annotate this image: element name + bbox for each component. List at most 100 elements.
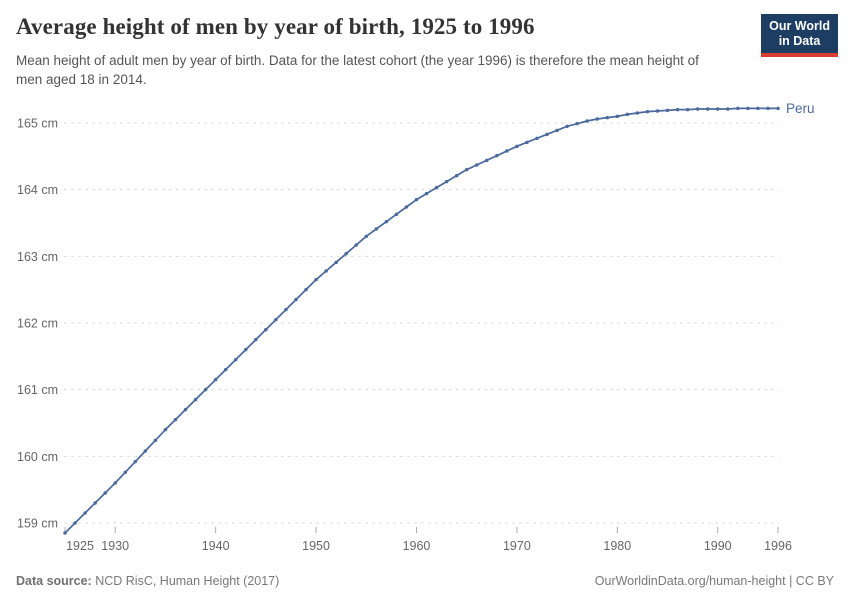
x-tick-label: 1960 [403,539,431,553]
data-point[interactable] [133,459,138,464]
data-point[interactable] [193,397,198,402]
data-point[interactable] [244,347,248,352]
series-line-peru[interactable] [64,107,779,534]
data-point[interactable] [746,106,750,111]
page-title: Average height of men by year of birth, … [16,14,535,39]
y-tick-label: 160 cm [17,450,58,464]
data-point[interactable] [294,297,298,302]
data-point[interactable] [334,260,338,265]
data-point[interactable] [264,327,268,332]
data-point[interactable] [213,377,218,382]
owid-logo[interactable]: Our World in Data [761,14,838,57]
data-point[interactable] [314,277,318,282]
data-point[interactable] [324,269,328,273]
x-tick-label: 1970 [503,539,531,553]
data-point[interactable] [163,427,168,432]
data-point[interactable] [535,136,539,141]
x-tick-label: 1950 [302,539,330,553]
data-point[interactable] [464,167,469,172]
data-point[interactable] [93,501,97,505]
data-point[interactable] [585,119,589,123]
data-point[interactable] [344,251,348,256]
data-point[interactable] [495,153,499,158]
data-point[interactable] [83,511,87,515]
data-point[interactable] [434,185,439,190]
data-point[interactable] [113,481,117,485]
data-point[interactable] [605,115,610,120]
data-point[interactable] [515,144,519,149]
data-point[interactable] [766,106,770,111]
data-point[interactable] [123,470,128,475]
series-label[interactable]: Peru [786,101,815,116]
data-point[interactable] [665,108,670,113]
data-point[interactable] [555,128,559,133]
data-point[interactable] [284,307,288,312]
data-point[interactable] [183,407,188,412]
y-tick-label: 159 cm [17,517,58,531]
data-point[interactable] [595,117,599,121]
data-point[interactable] [153,438,158,443]
data-point[interactable] [695,107,700,111]
data-point[interactable] [143,449,148,453]
data-point[interactable] [525,140,529,145]
data-source: Data source: NCD RisC, Human Height (201… [16,574,279,588]
data-point[interactable] [635,111,640,115]
data-point[interactable] [63,531,67,535]
data-point[interactable] [173,417,178,422]
data-point[interactable] [505,149,509,153]
x-tick-label: 1990 [704,539,732,553]
data-point[interactable] [73,521,77,525]
y-tick-label: 162 cm [17,317,58,331]
owid-logo-line2: in Data [778,34,821,48]
data-point[interactable] [424,191,429,196]
data-point[interactable] [354,243,358,247]
data-point[interactable] [364,234,369,239]
data-point[interactable] [274,317,278,322]
data-point[interactable] [374,227,379,231]
y-tick-label: 161 cm [17,383,58,397]
data-point[interactable] [474,163,479,167]
chart-subtitle: Mean height of adult men by year of birt… [16,53,699,87]
y-tick-label: 165 cm [17,117,58,131]
data-point[interactable] [675,107,680,112]
data-point[interactable] [736,106,740,111]
data-source-text: NCD RisC, Human Height (2017) [91,574,280,588]
license-link[interactable]: OurWorldinData.org/human-height | CC BY [594,574,834,588]
data-point[interactable] [454,173,459,178]
data-point[interactable] [485,158,489,163]
data-point[interactable] [103,491,107,495]
data-point[interactable] [545,132,549,137]
data-point[interactable] [575,121,579,126]
data-source-label: Data source: [16,574,92,588]
data-point[interactable] [726,107,730,111]
data-point[interactable] [384,219,389,224]
y-tick-label: 164 cm [17,183,58,197]
x-tick-label: 1980 [603,539,631,553]
data-point[interactable] [565,124,569,129]
x-tick-label: 1996 [764,539,792,553]
data-point[interactable] [615,114,620,119]
data-point[interactable] [394,212,399,217]
owid-logo-line1: Our World [769,19,830,33]
data-point[interactable] [444,179,449,184]
y-tick-label: 163 cm [17,250,58,264]
data-point[interactable] [203,387,208,392]
data-point[interactable] [685,107,690,112]
data-point[interactable] [715,107,720,111]
data-point[interactable] [655,109,660,113]
data-point[interactable] [233,357,238,362]
chart-footer: Data source: NCD RisC, Human Height (201… [16,574,834,588]
data-point[interactable] [776,106,780,111]
x-tick-label: 1925 [66,539,94,553]
data-point[interactable] [645,109,650,114]
data-point[interactable] [625,112,630,117]
x-tick-label: 1940 [202,539,230,553]
data-point[interactable] [705,107,710,111]
data-point[interactable] [304,287,308,292]
data-point[interactable] [254,337,258,342]
data-point[interactable] [404,205,409,209]
data-point[interactable] [414,197,419,202]
data-point[interactable] [756,106,760,111]
data-point[interactable] [223,367,228,372]
